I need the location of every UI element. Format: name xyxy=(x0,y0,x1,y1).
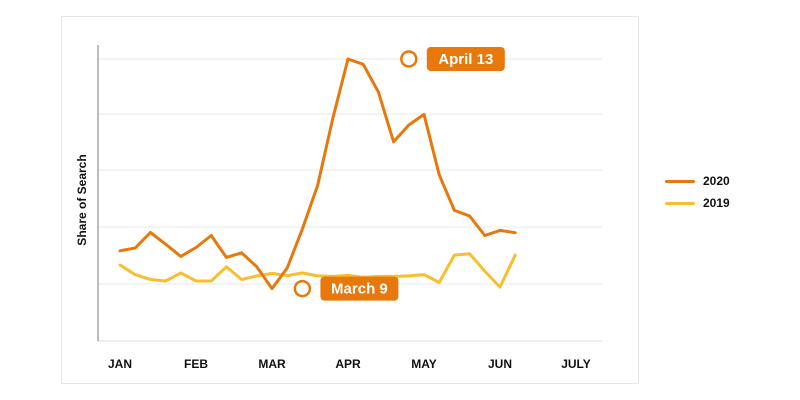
legend-label-2020: 2020 xyxy=(703,174,730,188)
x-tick-label: JULY xyxy=(561,357,591,371)
annotation-marker xyxy=(293,279,312,298)
legend-item-2020: 2020 xyxy=(665,170,775,192)
x-tick-label: JAN xyxy=(108,357,132,371)
series-line-2019 xyxy=(118,252,517,289)
chart-card xyxy=(61,16,639,384)
x-tick-label: APR xyxy=(335,357,361,371)
series-line-2020 xyxy=(118,57,517,291)
annotation-callout-box xyxy=(426,47,505,71)
legend-label-2019: 2019 xyxy=(703,196,730,210)
annotation-callout-box xyxy=(320,276,399,301)
legend: 2020 2019 xyxy=(665,170,775,214)
x-tick-label: FEB xyxy=(184,357,208,371)
x-tick-label: MAY xyxy=(411,357,437,371)
annotation-callout-label: April 13 xyxy=(438,51,493,68)
y-axis-label: Share of Search xyxy=(75,154,89,245)
x-tick-label: MAR xyxy=(258,357,286,371)
x-tick-label: JUN xyxy=(488,357,512,371)
annotation-callout-label: March 9 xyxy=(331,281,388,298)
legend-item-2019: 2019 xyxy=(665,192,775,214)
legend-swatch-2020 xyxy=(665,179,695,183)
legend-swatch-2019 xyxy=(665,201,695,205)
annotation-marker xyxy=(400,50,418,68)
